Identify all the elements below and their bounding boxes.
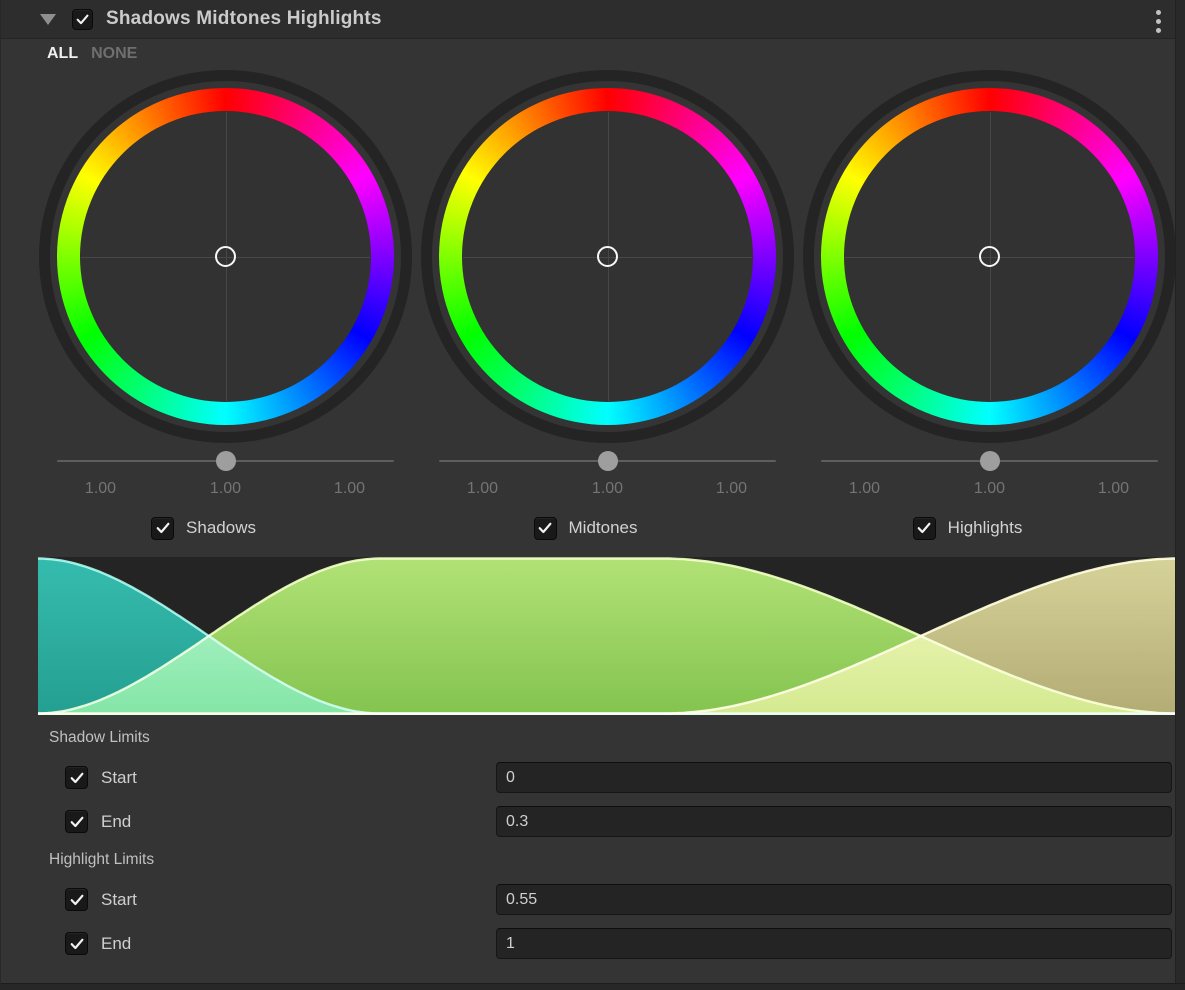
highlights-offset-slider xyxy=(821,443,1158,479)
midtones-wheel-label: Midtones xyxy=(568,518,638,537)
left-panel-edge xyxy=(0,0,1,990)
highlight-limits-section-label: Highlight Limits xyxy=(49,851,155,868)
shadows-wheel-column: 1.00 1.00 1.00 Shadows xyxy=(39,70,412,543)
highlight-end-field[interactable] xyxy=(496,928,1172,959)
select-all-button[interactable]: ALL xyxy=(47,45,79,62)
checkmark-icon xyxy=(538,522,552,534)
shadow-limits-section-label: Shadow Limits xyxy=(49,729,150,746)
value-b: 1.00 xyxy=(333,480,366,497)
highlight-start-checkbox[interactable] xyxy=(65,888,88,911)
shadow-start-row: Start xyxy=(0,762,1185,793)
checkmark-icon xyxy=(70,894,83,905)
wheel-selection-indicator[interactable] xyxy=(596,245,618,267)
wheel-bezel xyxy=(421,70,794,443)
slider-thumb[interactable] xyxy=(597,451,618,471)
foldout-arrow-icon[interactable] xyxy=(40,13,56,25)
highlight-end-row: End xyxy=(0,928,1185,959)
value-b: 1.00 xyxy=(715,480,748,497)
shadow-start-label: Start xyxy=(101,767,137,787)
slider-thumb[interactable] xyxy=(215,451,236,471)
highlights-wheel-label: Highlights xyxy=(947,518,1023,537)
quick-toggle-row: ALL NONE xyxy=(0,39,1185,69)
value-g: 1.00 xyxy=(591,480,624,497)
value-g: 1.00 xyxy=(209,480,242,497)
midtones-override-checkbox[interactable] xyxy=(533,516,557,540)
shadow-end-field[interactable] xyxy=(496,806,1172,837)
component-header: Shadows Midtones Highlights xyxy=(0,0,1185,39)
shadows-color-wheel[interactable] xyxy=(39,70,412,443)
shadows-override-row: Shadows xyxy=(17,513,390,543)
right-edge-gutter[interactable] xyxy=(1175,0,1185,990)
value-r: 1.00 xyxy=(466,480,499,497)
tonal-weight-curves-graph xyxy=(38,557,1177,715)
checkmark-icon xyxy=(917,522,931,534)
highlight-start-field[interactable] xyxy=(496,884,1172,915)
checkmark-icon xyxy=(70,772,83,783)
highlights-rgb-values: 1.00 1.00 1.00 xyxy=(803,479,1176,501)
checkmark-icon xyxy=(70,816,83,827)
highlight-start-label: Start xyxy=(101,889,137,909)
shadow-start-checkbox[interactable] xyxy=(65,766,88,789)
wheel-selection-indicator[interactable] xyxy=(214,245,236,267)
checkmark-icon xyxy=(76,14,89,24)
shadow-start-field[interactable] xyxy=(496,762,1172,793)
highlights-override-checkbox[interactable] xyxy=(912,516,936,540)
checkmark-icon xyxy=(156,522,170,534)
highlights-override-row: Highlights xyxy=(781,513,1154,543)
shadows-rgb-values: 1.00 1.00 1.00 xyxy=(39,479,412,501)
component-enabled-checkbox[interactable] xyxy=(72,8,93,30)
midtones-color-wheel[interactable] xyxy=(421,70,794,443)
shadows-wheel-label: Shadows xyxy=(186,518,256,537)
shadows-offset-slider xyxy=(57,443,394,479)
value-r: 1.00 xyxy=(848,480,881,497)
wheel-bezel xyxy=(39,70,412,443)
midtones-wheel-column: 1.00 1.00 1.00 Midtones xyxy=(421,70,794,543)
wheel-selection-indicator[interactable] xyxy=(978,245,1000,267)
highlight-start-row: Start xyxy=(0,884,1185,915)
value-b: 1.00 xyxy=(1097,480,1130,497)
component-title: Shadows Midtones Highlights xyxy=(106,8,382,29)
shadow-end-checkbox[interactable] xyxy=(65,810,88,833)
color-wheels-row: 1.00 1.00 1.00 Shadows xyxy=(0,70,1185,543)
shadows-override-checkbox[interactable] xyxy=(151,516,175,540)
highlight-end-label: End xyxy=(101,933,132,953)
midtones-override-row: Midtones xyxy=(399,513,772,543)
highlights-color-wheel[interactable] xyxy=(803,70,1176,443)
more-options-icon[interactable] xyxy=(1154,8,1163,35)
midtones-rgb-values: 1.00 1.00 1.00 xyxy=(421,479,794,501)
highlight-end-checkbox[interactable] xyxy=(65,932,88,955)
wheel-bezel xyxy=(803,70,1176,443)
shadow-end-row: End xyxy=(0,806,1185,837)
value-r: 1.00 xyxy=(84,480,117,497)
slider-thumb[interactable] xyxy=(979,451,1000,471)
checkmark-icon xyxy=(70,938,83,949)
shadow-end-label: End xyxy=(101,811,132,831)
select-none-button[interactable]: NONE xyxy=(91,45,138,62)
bottom-panel-edge xyxy=(0,983,1185,990)
value-g: 1.00 xyxy=(973,480,1006,497)
midtones-offset-slider xyxy=(439,443,776,479)
highlights-wheel-column: 1.00 1.00 1.00 Highlights xyxy=(803,70,1176,543)
